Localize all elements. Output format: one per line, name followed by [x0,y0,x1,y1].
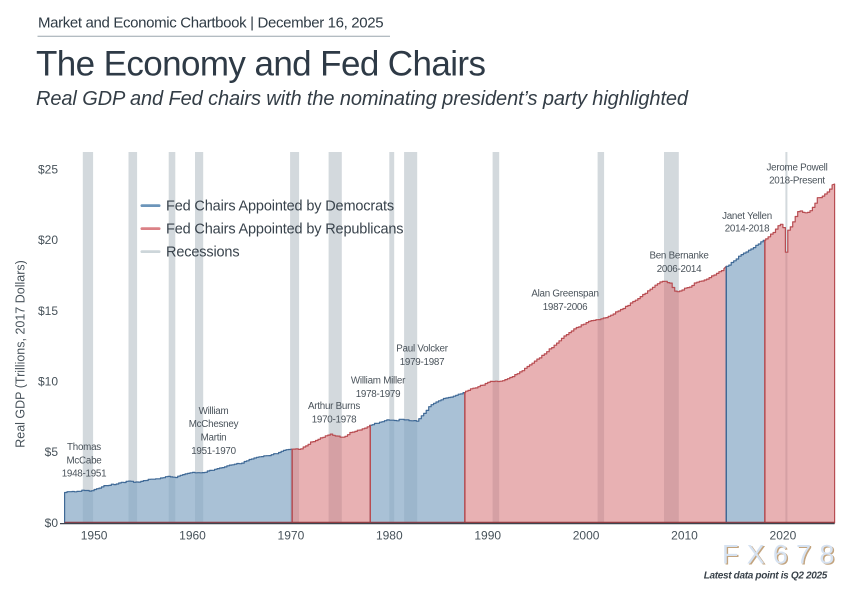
svg-text:Fed Chairs Appointed by Democr: Fed Chairs Appointed by Democrats [166,199,394,215]
svg-text:McCabe: McCabe [67,456,103,467]
svg-text:Thomas: Thomas [67,442,101,453]
svg-text:Janet Yellen: Janet Yellen [722,211,772,222]
svg-text:FX678: FX678 [723,541,844,571]
svg-text:1990: 1990 [474,529,501,543]
svg-text:Real GDP and Fed chairs with t: Real GDP and Fed chairs with the nominat… [36,88,689,110]
svg-text:2014-2018: 2014-2018 [725,224,770,235]
svg-text:2020: 2020 [770,529,797,543]
svg-text:William: William [199,406,229,417]
svg-text:1970: 1970 [278,529,305,543]
svg-text:Fed Chairs Appointed by Republ: Fed Chairs Appointed by Republicans [166,222,403,238]
svg-text:1950: 1950 [81,529,108,543]
svg-text:2000: 2000 [573,529,600,543]
svg-text:$0: $0 [45,516,59,530]
svg-text:1960: 1960 [179,529,206,543]
svg-text:Ben Bernanke: Ben Bernanke [649,250,709,261]
svg-text:2018-Present: 2018-Present [769,176,825,187]
svg-text:The Economy and Fed Chairs: The Economy and Fed Chairs [36,45,485,84]
svg-text:1979-1987: 1979-1987 [400,357,445,368]
svg-text:$5: $5 [45,445,59,459]
svg-text:$20: $20 [38,233,58,247]
svg-text:Market and Economic Chartbook: Market and Economic Chartbook | December… [38,15,383,32]
svg-text:1978-1979: 1978-1979 [356,389,401,400]
svg-text:Jerome Powell: Jerome Powell [767,163,828,174]
svg-text:Arthur Burns: Arthur Burns [308,401,360,412]
svg-text:1970-1978: 1970-1978 [312,414,357,425]
svg-text:2006-2014: 2006-2014 [657,264,702,275]
svg-text:1987-2006: 1987-2006 [543,302,588,313]
svg-text:1951-1970: 1951-1970 [191,446,236,457]
svg-text:$25: $25 [38,163,58,177]
svg-text:$15: $15 [38,304,58,318]
svg-text:Latest data point is Q2 2025: Latest data point is Q2 2025 [704,571,828,582]
svg-text:$10: $10 [38,375,58,389]
svg-text:1980: 1980 [376,529,403,543]
svg-text:Recessions: Recessions [166,245,239,261]
svg-text:2010: 2010 [671,529,698,543]
svg-text:Martin: Martin [201,433,227,444]
svg-text:William Miller: William Miller [351,375,406,386]
svg-text:FX678: FX678 [722,540,843,570]
svg-text:Paul Volcker: Paul Volcker [396,343,448,354]
svg-text:Alan Greenspan: Alan Greenspan [531,289,598,300]
svg-text:Real GDP (Trillions, 2017 Doll: Real GDP (Trillions, 2017 Dollars) [13,260,27,448]
svg-text:McChesney: McChesney [189,419,239,430]
svg-text:1948-1951: 1948-1951 [62,469,107,480]
